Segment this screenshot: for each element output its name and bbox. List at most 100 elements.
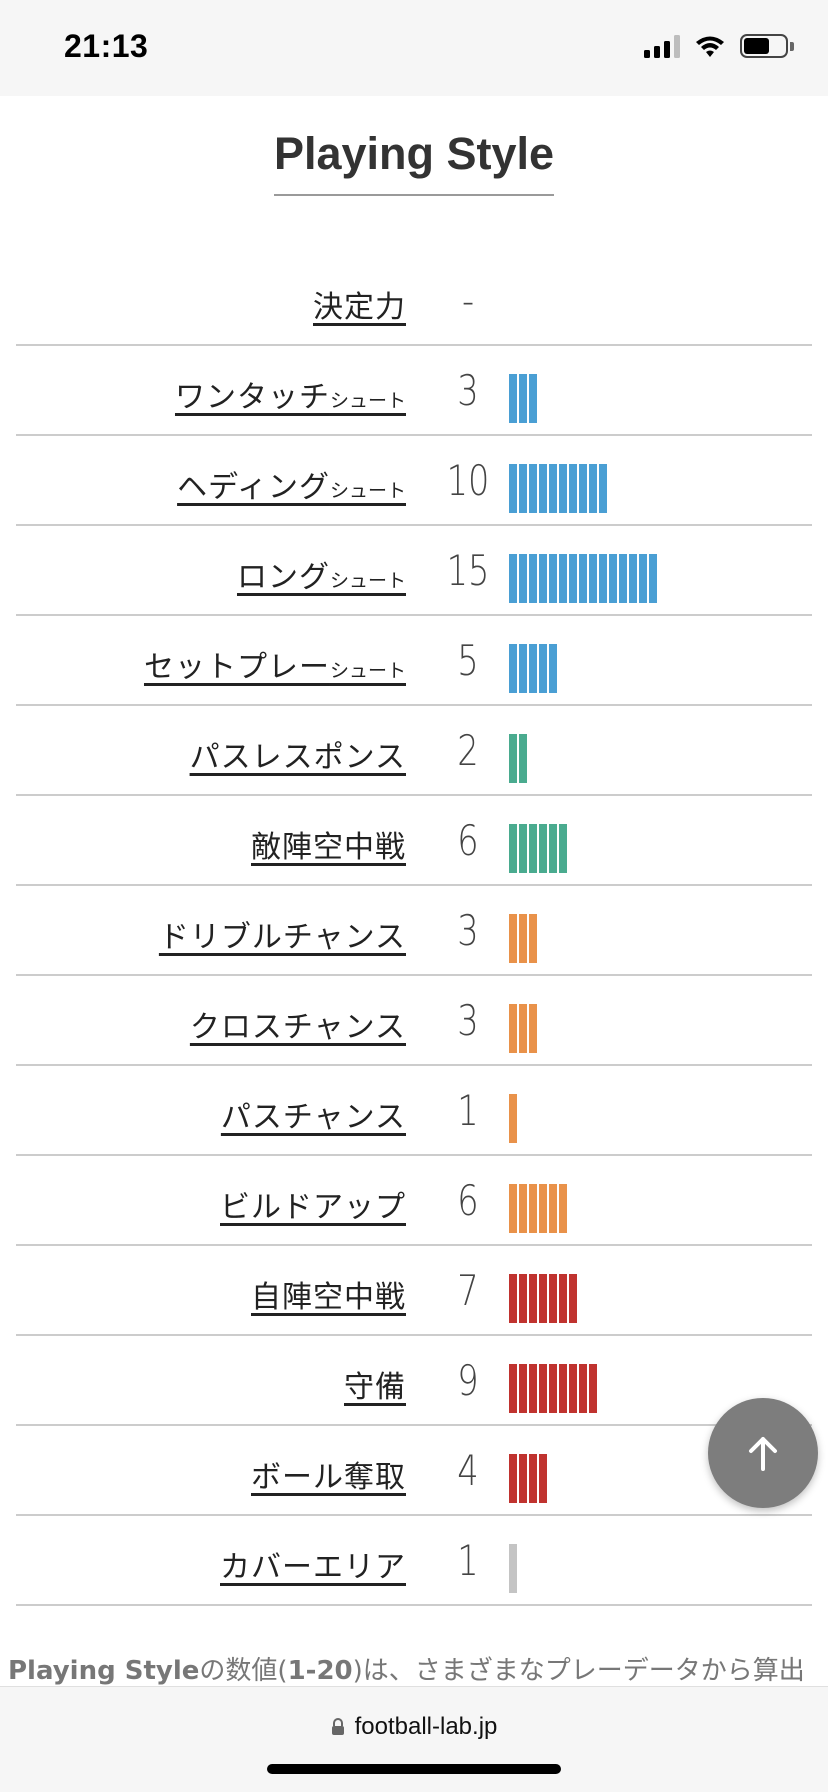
bar-segment (559, 824, 569, 873)
row-label-link[interactable]: パスレスポンス (189, 740, 406, 775)
bar-segment (519, 464, 529, 513)
bar-segment (619, 554, 629, 603)
row-value: 1 (457, 1086, 479, 1135)
row-label-link[interactable]: ワンタッチシュート (174, 380, 406, 415)
bar-segment (539, 1274, 549, 1323)
rating-bar (509, 374, 539, 423)
arrow-up-icon (749, 1437, 777, 1471)
bar-segment (549, 1274, 559, 1323)
status-time: 21:13 (64, 28, 149, 64)
row-value: 5 (457, 636, 479, 685)
row-label-link[interactable]: ドリブルチャンス (158, 920, 406, 955)
row-label-link[interactable]: 決定力 (313, 290, 406, 325)
bar-segment (559, 1364, 569, 1413)
row-label-link[interactable]: ビルドアップ (220, 1190, 406, 1225)
footnote: Playing Styleの数値(1-20)は、さまざまなプレーデータから算出 (8, 1656, 805, 1686)
bar-segment (509, 1184, 519, 1233)
table-row: ボール奪取 4 (16, 1426, 812, 1516)
row-label-link[interactable]: ヘディングシュート (177, 470, 406, 505)
bar-segment (599, 464, 609, 513)
row-value: 3 (457, 906, 479, 955)
rating-bar (509, 464, 609, 513)
bar-segment (519, 1274, 529, 1323)
table-row: ドリブルチャンス 3 (16, 886, 812, 976)
bar-segment (529, 644, 539, 693)
bar-segment (549, 1184, 559, 1233)
row-value: 3 (457, 366, 479, 415)
bar-segment (509, 464, 519, 513)
bar-segment (509, 1274, 519, 1323)
rating-bar (509, 1094, 519, 1143)
row-label-link[interactable]: ロングシュート (236, 560, 406, 595)
bar-segment (529, 1274, 539, 1323)
bar-segment (549, 644, 559, 693)
table-row: ヘディングシュート 10 (16, 436, 812, 526)
bar-segment (629, 554, 639, 603)
row-label-link[interactable]: 守備 (344, 1370, 406, 1405)
page-title: Playing Style (273, 128, 555, 196)
bar-segment (549, 1364, 559, 1413)
bar-segment (539, 1184, 549, 1233)
row-label-link[interactable]: 敵陣空中戦 (251, 830, 406, 865)
bar-segment (519, 1004, 529, 1053)
rating-bar (509, 824, 569, 873)
rating-bar (509, 734, 529, 783)
row-label-link[interactable]: パスチャンス (220, 1100, 406, 1135)
browser-address-bar[interactable]: football-lab.jp (0, 1686, 828, 1792)
bar-segment (549, 554, 559, 603)
bar-segment (539, 824, 549, 873)
table-row: クロスチャンス 3 (16, 976, 812, 1066)
url-text: football-lab.jp (354, 1713, 498, 1740)
row-label-link[interactable]: ボール奪取 (251, 1460, 406, 1495)
bar-segment (519, 914, 529, 963)
status-icons (644, 34, 794, 58)
bar-segment (529, 914, 539, 963)
bar-segment (509, 1094, 519, 1143)
rating-bar (509, 1274, 579, 1323)
row-label-link[interactable]: カバーエリア (220, 1550, 406, 1585)
row-value: - (461, 276, 475, 325)
bar-segment (559, 1274, 569, 1323)
table-row: 自陣空中戦 7 (16, 1246, 812, 1336)
bar-segment (519, 824, 529, 873)
table-row: パスレスポンス 2 (16, 706, 812, 796)
row-value: 6 (457, 1176, 479, 1225)
row-label-link[interactable]: 自陣空中戦 (251, 1280, 406, 1315)
bar-segment (519, 1184, 529, 1233)
bar-segment (589, 464, 599, 513)
bar-segment (529, 464, 539, 513)
bar-segment (519, 1364, 529, 1413)
table-row: カバーエリア 1 (16, 1516, 812, 1606)
row-label-link[interactable]: セットプレーシュート (143, 650, 406, 685)
table-row: 敵陣空中戦 6 (16, 796, 812, 886)
bar-segment (549, 824, 559, 873)
table-row: セットプレーシュート 5 (16, 616, 812, 706)
bar-segment (539, 554, 549, 603)
bar-segment (509, 734, 519, 783)
bar-segment (589, 1364, 599, 1413)
row-value: 4 (457, 1446, 479, 1495)
bar-segment (509, 1454, 519, 1503)
rating-bar (509, 1544, 519, 1593)
bar-segment (509, 554, 519, 603)
bar-segment (519, 734, 529, 783)
row-value: 7 (457, 1266, 479, 1315)
bar-segment (649, 554, 659, 603)
row-label-link[interactable]: クロスチャンス (189, 1010, 406, 1045)
table-row: ワンタッチシュート 3 (16, 346, 812, 436)
bar-segment (509, 1364, 519, 1413)
bar-segment (559, 1184, 569, 1233)
bar-segment (539, 644, 549, 693)
row-value: 6 (457, 816, 479, 865)
bar-segment (579, 554, 589, 603)
bar-segment (569, 554, 579, 603)
bar-segment (539, 1364, 549, 1413)
bar-segment (569, 1274, 579, 1323)
table-row: ビルドアップ 6 (16, 1156, 812, 1246)
scroll-to-top-button[interactable] (708, 1398, 818, 1508)
bar-segment (549, 464, 559, 513)
bar-segment (509, 914, 519, 963)
bar-segment (529, 1454, 539, 1503)
row-value: 15 (446, 546, 490, 595)
table-row: 守備 9 (16, 1336, 812, 1426)
